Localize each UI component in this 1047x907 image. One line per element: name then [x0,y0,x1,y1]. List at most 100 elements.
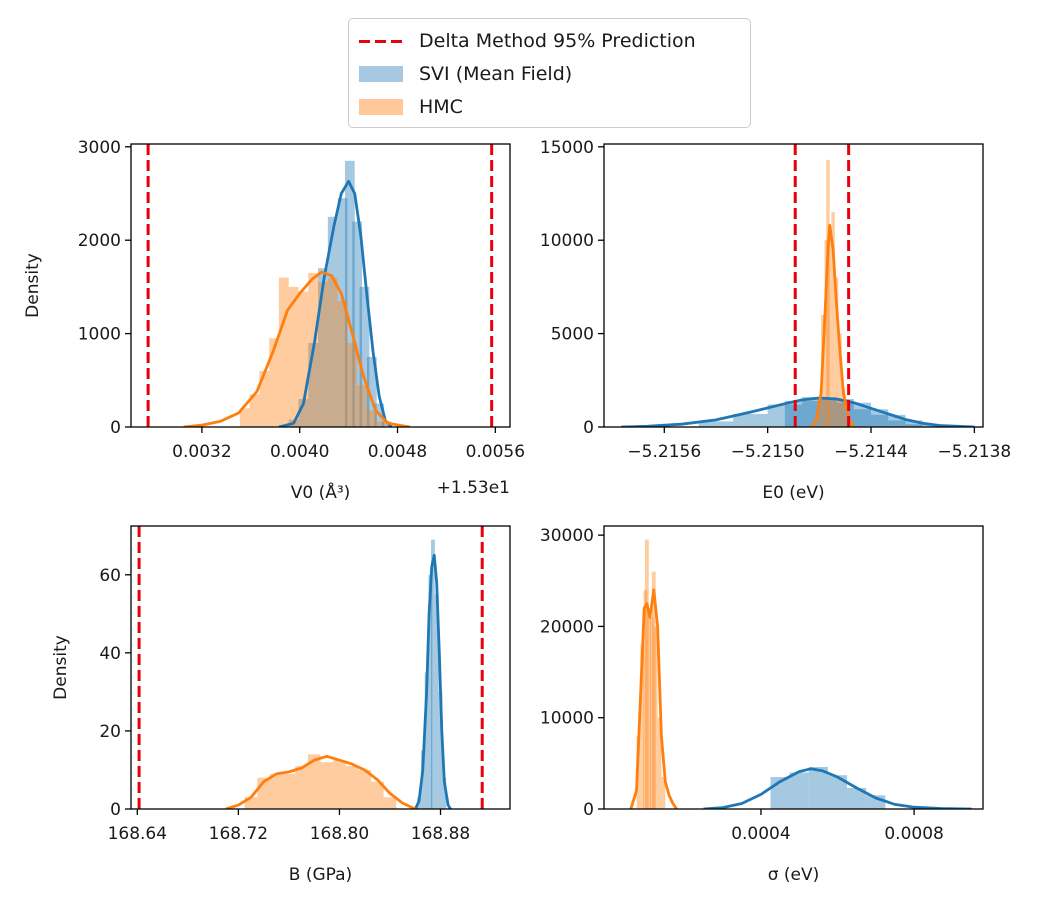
legend-label-delta: Delta Method 95% Prediction [419,30,696,52]
svi-hist-bar [847,788,867,809]
hmc-hist-bar [249,394,260,427]
hmc-hist-bar [383,797,397,809]
hmc-hist-bar [345,766,359,809]
svi-hist-bar [853,409,889,427]
subplot-1: 0.0032 0.0040 0.0048 0.0056 0 1000 2000 3000 V0 … [23,138,525,503]
hmc-kde-line [183,270,410,427]
svi-hist-bar [327,216,338,427]
y-axis-label: Density [23,253,43,318]
svi-hist-bar [431,539,435,809]
svi-hist-bar [344,160,355,427]
legend-svi-patch-icon [359,66,403,82]
svi-kde-line [414,553,452,809]
y-tick-label: 30000 [540,526,594,546]
hmc-hist-bar [845,415,849,427]
svi-hist-bar [308,342,319,427]
hmc-hist-bar [244,797,258,809]
hmc-hist-bar [288,286,299,427]
hmc-hist-bar [318,282,328,427]
x-tick-label: −5.2156 [627,442,701,462]
hmc-hist-bar [347,342,358,427]
hmc-hist-bar [644,539,649,809]
hmc-hist-bar [282,773,296,809]
hmc-hist-bar [320,762,334,809]
x-axis-label: V0 (Å³) [291,481,351,503]
x-tick-label: 0.0004 [731,824,790,844]
hmc-hist-bar [831,212,835,427]
hmc-hist-bar [307,754,321,809]
x-tick-label: −5.2144 [834,442,908,462]
hmc-hist-bar [827,230,832,427]
plot-area-4 [629,539,972,809]
y-tick-label: 1000 [78,325,121,345]
svi-kde-line [703,767,972,809]
x-axis-label: B (GPa) [289,865,352,885]
y-tick-label: 3000 [78,138,121,158]
x-tick-label: 168.80 [310,824,369,844]
legend-hmc-patch-icon [359,99,403,115]
hmc-hist-bar [269,338,279,427]
subplot-3: 168.64 168.72 168.80 168.88 0 20 40 60 B (GPa) De… [51,525,511,885]
legend-label-hmc: HMC [419,96,463,118]
y-tick-label: 5000 [551,325,594,345]
plot-area-1 [146,144,494,427]
hmc-hist-bar [239,408,250,427]
svi-hist-bar [424,672,429,809]
subplot-2: −5.2156 −5.2150 −5.2144 −5.2138 0 5000 10000 15… [540,138,1011,503]
hmc-hist-bar [834,277,839,427]
x-tick-label: 168.64 [108,824,167,844]
hmc-hist-bar [649,617,654,809]
svi-hist-bar [381,421,392,427]
plot-area-2 [621,144,975,427]
hmc-hist-bar [826,159,830,427]
hmc-hist-bar [295,766,308,809]
hmc-hist-bar [661,777,666,809]
hmc-hist-bar [657,717,662,809]
hmc-hist-bar [269,773,283,809]
axes-frame [130,525,511,810]
x-tick-label: 0.0040 [270,442,329,462]
hmc-hist-bar [337,300,348,427]
svi-hist-bar [434,594,439,809]
y-tick-label: 0 [110,418,121,438]
plot-area-3 [137,526,484,809]
subplot-4: 0.0004 0.0008 0 10000 20000 30000 σ (eV) [540,525,984,885]
svi-hist-bar [767,404,803,427]
hmc-hist-bar [376,421,387,427]
svi-hist-bar [337,198,348,427]
svi-kde-line [621,396,975,427]
x-tick-label: −5.2138 [938,442,1012,462]
legend: Delta Method 95% Prediction SVI (Mean Fi… [348,18,751,128]
svi-hist-bar [905,424,940,427]
y-tick-label: 20 [99,722,121,742]
y-axis-label: Density [51,635,71,700]
x-tick-label: 0.0056 [466,442,525,462]
hmc-kde-line [225,754,416,809]
hmc-hist-bar [366,410,377,427]
hmc-hist-bar [647,608,652,809]
x-axis-label: E0 (eV) [762,483,824,503]
x-tick-label: 168.88 [411,824,470,844]
legend-entry-hmc: HMC [349,92,463,122]
hmc-hist-bar [327,277,338,427]
x-tick-label: 0.0008 [884,824,943,844]
y-tick-label: 10000 [540,231,594,251]
hmc-hist-bar [824,240,828,427]
x-tick-label: 0.0048 [368,442,427,462]
y-tick-label: 0 [583,418,594,438]
x-tick-label: 0.0032 [172,442,231,462]
y-tick-label: 0 [583,800,594,820]
hmc-hist-bar [653,626,658,809]
hmc-hist-bar [357,384,367,427]
svi-hist-bar [298,398,309,427]
x-offset-label: +1.53e1 [437,478,510,498]
hmc-hist-bar [298,291,309,427]
x-axis-label: σ (eV) [768,865,820,885]
hmc-hist-bar [259,370,270,427]
svi-hist-bar [808,767,828,809]
hmc-kde-line [629,588,678,809]
y-tick-label: 15000 [540,138,594,158]
x-tick-label: 168.72 [209,824,268,844]
hmc-hist-bar [651,571,656,809]
